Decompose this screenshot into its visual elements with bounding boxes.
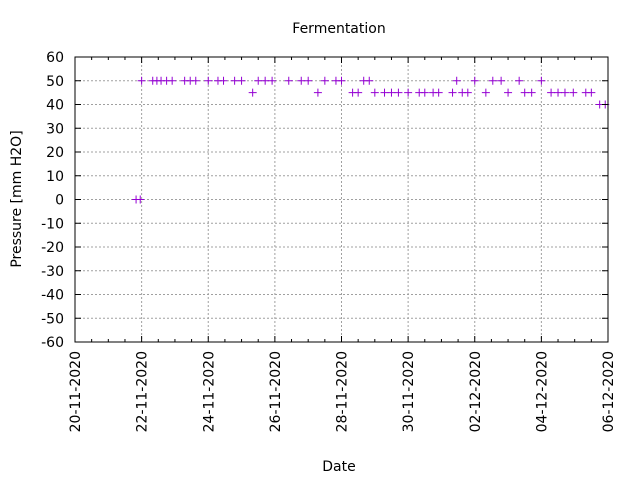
data-point xyxy=(365,76,374,85)
x-tick-label: 24-11-2020 xyxy=(201,351,217,432)
y-tick-label: 40 xyxy=(46,98,64,114)
x-tick-label: 06-12-2020 xyxy=(601,351,617,432)
chart-title: Fermentation xyxy=(292,21,385,37)
data-point xyxy=(248,88,257,97)
data-point xyxy=(284,76,293,85)
data-point xyxy=(219,76,228,85)
y-tick-label: -30 xyxy=(41,264,64,280)
data-point xyxy=(463,88,472,97)
y-tick-label: -40 xyxy=(41,288,64,304)
y-tick-label: 10 xyxy=(46,169,64,185)
data-point xyxy=(337,76,346,85)
y-tick-label: 20 xyxy=(46,145,64,161)
x-axis-label: Date xyxy=(322,459,355,475)
data-point xyxy=(560,88,569,97)
x-tick-label: 28-11-2020 xyxy=(335,351,351,432)
data-point xyxy=(204,76,213,85)
x-tick-label: 04-12-2020 xyxy=(534,351,550,432)
data-point xyxy=(387,88,396,97)
data-point xyxy=(434,88,443,97)
data-point xyxy=(370,88,379,97)
x-tick-label: 20-11-2020 xyxy=(68,351,84,432)
data-point xyxy=(304,76,313,85)
grid xyxy=(75,57,608,342)
x-tick-label: 26-11-2020 xyxy=(268,351,284,432)
y-tick-label: -50 xyxy=(41,311,64,327)
data-point xyxy=(448,88,457,97)
data-point xyxy=(587,88,596,97)
y-tick-labels: 60 50 40 30 20 10 0 -10 -20 -30 -40 -50 -60 xyxy=(41,50,64,351)
data-point xyxy=(527,88,536,97)
axis-ticks xyxy=(74,56,609,343)
data-point xyxy=(380,88,389,97)
data-point xyxy=(394,88,403,97)
data-point xyxy=(520,88,529,97)
data-point xyxy=(168,76,177,85)
y-tick-label: 30 xyxy=(46,121,64,137)
y-tick-label: 60 xyxy=(46,50,64,66)
x-tick-label: 02-12-2020 xyxy=(468,351,484,432)
x-tick-label: 22-11-2020 xyxy=(135,351,151,432)
x-tick-labels: 20-11-2020 22-11-2020 24-11-2020 26-11-2020… xyxy=(68,351,617,432)
data-point xyxy=(354,88,363,97)
data-point xyxy=(404,88,413,97)
data-point xyxy=(136,195,145,204)
data-point xyxy=(569,88,578,97)
data-point xyxy=(452,76,461,85)
data-point xyxy=(237,76,246,85)
data-point xyxy=(261,76,270,85)
data-point xyxy=(230,76,239,85)
data-point xyxy=(547,88,556,97)
data-point xyxy=(137,76,146,85)
y-tick-label: 0 xyxy=(55,193,64,209)
data-point xyxy=(504,88,513,97)
y-tick-label: 50 xyxy=(46,74,64,90)
y-axis-label: Pressure [mm H2O] xyxy=(9,130,25,267)
data-point xyxy=(191,76,200,85)
y-tick-label: -60 xyxy=(41,335,64,351)
data-points xyxy=(132,76,610,204)
x-tick-label: 30-11-2020 xyxy=(401,351,417,432)
data-point xyxy=(488,76,497,85)
data-point xyxy=(497,76,506,85)
data-point xyxy=(537,76,546,85)
data-point xyxy=(297,76,306,85)
data-point xyxy=(481,88,490,97)
data-point xyxy=(254,76,263,85)
y-tick-label: -10 xyxy=(41,216,64,232)
data-point xyxy=(320,76,329,85)
data-point xyxy=(470,76,479,85)
y-tick-label: -20 xyxy=(41,240,64,256)
data-point xyxy=(313,88,322,97)
data-point xyxy=(554,88,563,97)
data-point xyxy=(268,76,277,85)
data-point xyxy=(420,88,429,97)
data-point xyxy=(515,76,524,85)
